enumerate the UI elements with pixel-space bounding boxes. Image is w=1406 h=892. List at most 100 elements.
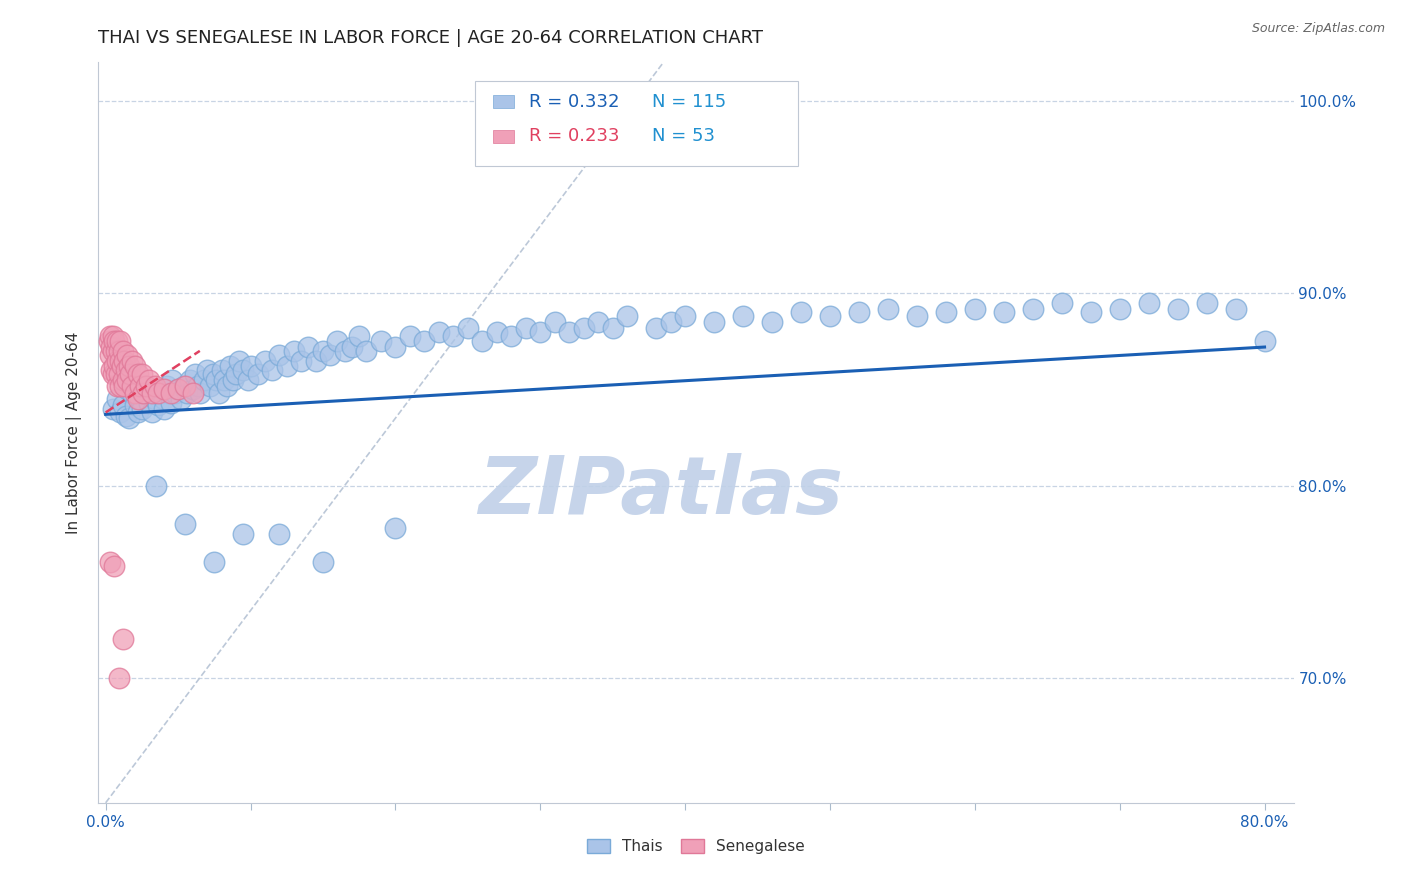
Point xyxy=(118,411,141,425)
Point xyxy=(152,392,174,406)
Point xyxy=(790,305,813,319)
Point xyxy=(645,321,668,335)
Point xyxy=(97,334,120,349)
Point xyxy=(340,340,363,354)
Point xyxy=(312,343,335,358)
Point xyxy=(963,301,986,316)
Point xyxy=(347,328,370,343)
Point xyxy=(124,359,146,374)
Point xyxy=(818,310,841,324)
Point xyxy=(219,359,242,374)
Text: N = 53: N = 53 xyxy=(652,128,714,145)
Point xyxy=(673,310,696,324)
Point xyxy=(544,315,567,329)
Point xyxy=(236,373,259,387)
Point xyxy=(120,367,142,381)
Point xyxy=(107,367,129,381)
Point xyxy=(262,363,284,377)
Point xyxy=(1108,301,1130,316)
Point xyxy=(138,396,160,410)
Point xyxy=(141,405,163,419)
Point xyxy=(121,353,143,368)
Point xyxy=(146,386,169,401)
Point xyxy=(105,353,128,368)
Point xyxy=(384,340,406,354)
Point xyxy=(155,378,177,392)
Point xyxy=(112,373,135,387)
Point xyxy=(616,310,638,324)
Point xyxy=(993,305,1015,319)
Point xyxy=(703,315,725,329)
Point xyxy=(124,398,146,412)
Text: N = 115: N = 115 xyxy=(652,93,725,111)
Point xyxy=(222,373,245,387)
Point xyxy=(127,367,149,381)
Point xyxy=(152,401,174,416)
Point xyxy=(232,526,254,541)
Point xyxy=(149,386,172,401)
Point xyxy=(160,386,183,401)
Point xyxy=(297,340,319,354)
Point xyxy=(269,526,291,541)
Point xyxy=(152,382,174,396)
Point xyxy=(204,373,226,387)
Point xyxy=(356,343,378,358)
Point xyxy=(131,401,153,416)
Point xyxy=(217,378,239,392)
Point xyxy=(501,328,523,343)
Point xyxy=(1022,301,1045,316)
Point xyxy=(184,367,207,381)
Point xyxy=(1253,334,1275,349)
Point xyxy=(127,392,149,406)
Point xyxy=(761,315,783,329)
Point xyxy=(208,386,231,401)
Point xyxy=(129,378,152,392)
Point xyxy=(105,334,128,349)
Point xyxy=(98,328,121,343)
Point xyxy=(239,359,262,374)
Point xyxy=(112,398,135,412)
Point xyxy=(232,363,254,377)
Legend: Thais, Senegalese: Thais, Senegalese xyxy=(579,831,813,862)
Point xyxy=(188,386,211,401)
Point xyxy=(112,632,135,647)
Point xyxy=(115,409,138,424)
Point xyxy=(121,386,143,401)
Point xyxy=(214,373,236,387)
Point xyxy=(141,386,163,401)
Point xyxy=(1137,295,1160,310)
Point xyxy=(173,378,195,392)
Point xyxy=(586,315,609,329)
Point xyxy=(145,478,167,492)
Point xyxy=(305,353,328,368)
Point xyxy=(124,386,146,401)
Point xyxy=(160,396,183,410)
Point xyxy=(107,671,129,685)
Point xyxy=(104,367,127,381)
Point xyxy=(103,559,125,574)
Point xyxy=(110,359,132,374)
Point xyxy=(117,382,139,396)
Point xyxy=(269,348,291,362)
Point xyxy=(146,398,169,412)
Point xyxy=(101,343,124,358)
Point xyxy=(115,363,138,377)
Point xyxy=(1167,301,1189,316)
Point xyxy=(129,392,152,406)
Point xyxy=(211,363,233,377)
Point xyxy=(1080,305,1102,319)
Point xyxy=(143,378,166,392)
Point xyxy=(104,343,127,358)
Point xyxy=(145,382,167,396)
Point xyxy=(659,315,682,329)
Point xyxy=(1225,301,1247,316)
Point xyxy=(333,343,356,358)
Y-axis label: In Labor Force | Age 20-64: In Labor Force | Age 20-64 xyxy=(66,332,83,533)
Point xyxy=(132,386,155,401)
Point xyxy=(167,382,190,396)
Point xyxy=(283,343,305,358)
Point xyxy=(399,328,422,343)
Point xyxy=(848,305,870,319)
FancyBboxPatch shape xyxy=(494,130,515,143)
Point xyxy=(198,378,221,392)
